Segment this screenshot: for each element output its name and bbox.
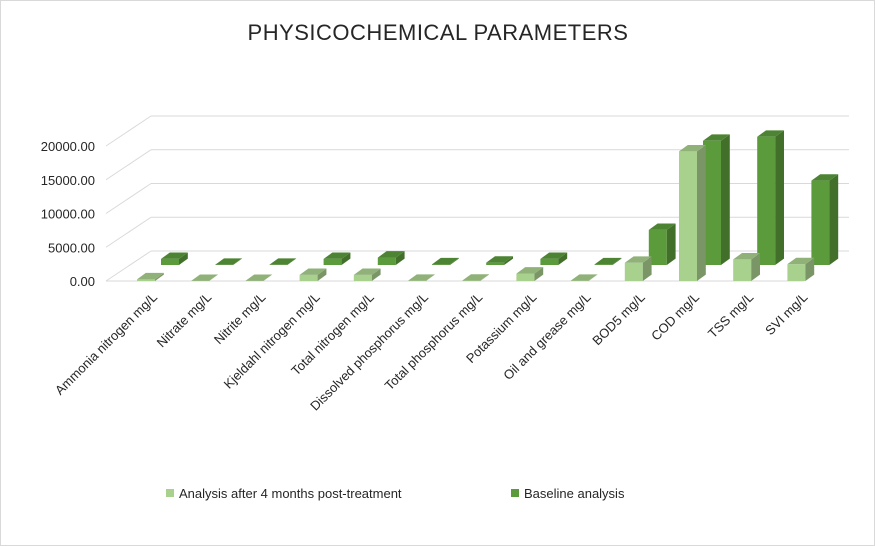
legend-swatch [511,489,519,497]
bar-baseline [486,256,513,265]
legend-baseline: Baseline analysis [511,486,625,501]
bar-post-treatment [516,267,544,281]
bar-baseline [648,223,676,265]
bar-post-treatment [299,268,327,281]
legend-label: Analysis after 4 months post-treatment [179,486,402,501]
bar-post-treatment [570,274,598,281]
chart-title: PHYSICOCHEMICAL PARAMETERS [248,20,629,45]
bar-post-treatment [733,253,760,281]
category-label: Total phosphorus mg/L [382,290,486,394]
legend-label: Baseline analysis [524,486,625,501]
category-label: Nitrate mg/L [154,290,215,351]
bar-baseline [161,252,188,265]
bar-baseline [757,130,784,265]
category-label: BOD5 mg/L [589,290,648,349]
bar-post-treatment [245,274,273,281]
bar-baseline [269,258,297,265]
bar-post-treatment [679,145,706,281]
bar-post-treatment [191,274,218,281]
gridline-depth [105,183,152,214]
bar-baseline [323,252,351,265]
bar-baseline [432,257,459,265]
gridline-depth [105,115,152,147]
bar-post-treatment [462,274,489,281]
bar-baseline [594,257,622,265]
category-label: Ammonia nitrogen mg/L [52,290,160,398]
category-label: Nitrite mg/L [211,290,269,348]
bar-post-treatment [624,256,652,281]
category-label: Kjeldahl nitrogen mg/L [221,290,323,392]
y-tick-label: 20000.00 [41,139,95,154]
bar-post-treatment [137,272,164,281]
bar-baseline [215,258,242,265]
bar-baseline [540,252,568,265]
bar-baseline [811,174,839,265]
gridlines [105,115,849,282]
gridline-depth [105,216,152,248]
legend-swatch [166,489,174,497]
y-tick-label: 10000.00 [41,207,95,222]
bar-baseline [377,251,405,265]
legend-post-treatment: Analysis after 4 months post-treatment [166,486,402,501]
gridline-depth [105,149,152,181]
legend: Analysis after 4 months post-treatment Ba… [166,486,625,501]
y-tick-label: 15000.00 [41,173,95,188]
category-label: TSS mg/L [705,290,756,341]
category-label: COD mg/L [648,290,702,344]
category-label: SVI mg/L [762,290,810,338]
bars [137,130,839,281]
bar-baseline [703,134,730,265]
bar-post-treatment [408,274,435,281]
gridline-depth [105,250,152,282]
y-axis-ticks: 0.00 5000.00 10000.00 15000.00 20000.00 [41,139,95,289]
bar-post-treatment [353,268,381,281]
bar-post-treatment [787,257,815,281]
y-tick-label: 0.00 [70,274,95,289]
y-tick-label: 5000.00 [48,240,95,255]
